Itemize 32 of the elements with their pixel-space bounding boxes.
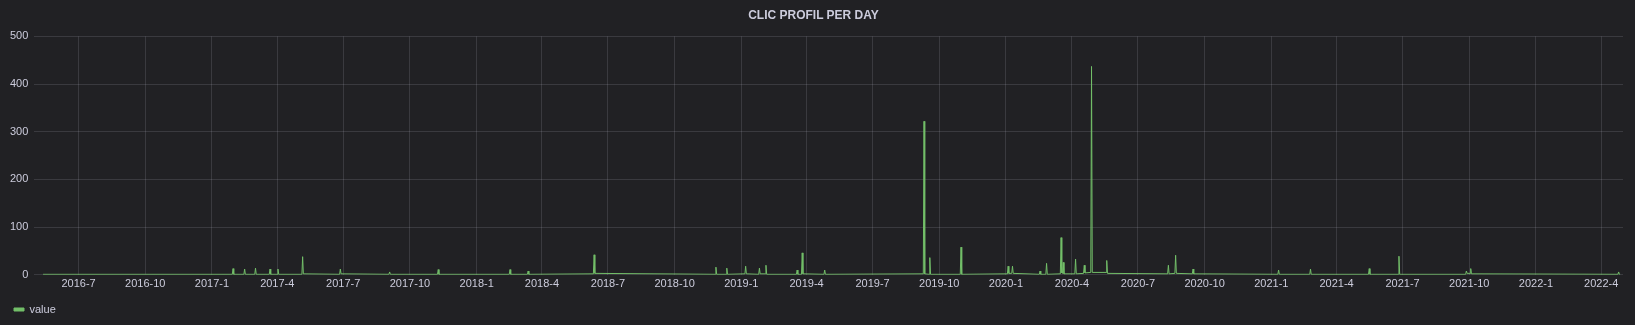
legend-label: value — [29, 302, 56, 315]
x-tick-label: 2020-4 — [1054, 277, 1090, 290]
x-tick-label: 2018-10 — [654, 277, 695, 290]
x-tick-label: 2019-4 — [789, 277, 824, 290]
x-tick-label: 2021-10 — [1449, 277, 1490, 290]
x-tick-label: 2017-10 — [389, 277, 431, 290]
x-tick-label: 2020-10 — [1184, 277, 1225, 290]
x-tick-label: 2018-7 — [590, 277, 626, 290]
y-tick-label: 300 — [9, 124, 29, 137]
x-tick-label: 2019-7 — [855, 277, 890, 290]
y-tick-label: 200 — [9, 172, 29, 185]
x-tick-label: 2017-7 — [326, 277, 361, 290]
x-tick-label: 2020-7 — [1120, 277, 1156, 290]
x-tick-label: 2017-1 — [194, 277, 230, 290]
x-tick-label: 2021-7 — [1385, 277, 1420, 290]
x-tick-label: 2021-1 — [1254, 277, 1289, 290]
y-tick-label: 400 — [9, 77, 29, 90]
x-tick-label: 2019-1 — [724, 277, 759, 290]
chart-title: CLIC PROFIL PER DAY — [748, 7, 879, 22]
x-tick-label: 2017-4 — [260, 277, 295, 290]
x-tick-label: 2016-10 — [125, 277, 166, 290]
x-tick-label: 2022-1 — [1518, 277, 1554, 290]
y-tick-label: 100 — [9, 220, 29, 233]
x-tick-label: 2016-7 — [61, 277, 96, 290]
x-tick-label: 2018-1 — [459, 277, 494, 290]
x-tick-label: 2021-4 — [1319, 277, 1354, 290]
y-tick-label: 500 — [9, 29, 29, 42]
y-tick-label: 0 — [22, 267, 29, 280]
x-tick-label: 2022-4 — [1584, 277, 1619, 290]
x-tick-label: 2020-1 — [988, 277, 1024, 290]
x-tick-label: 2018-4 — [524, 277, 560, 290]
x-tick-label: 2019-10 — [919, 277, 960, 290]
